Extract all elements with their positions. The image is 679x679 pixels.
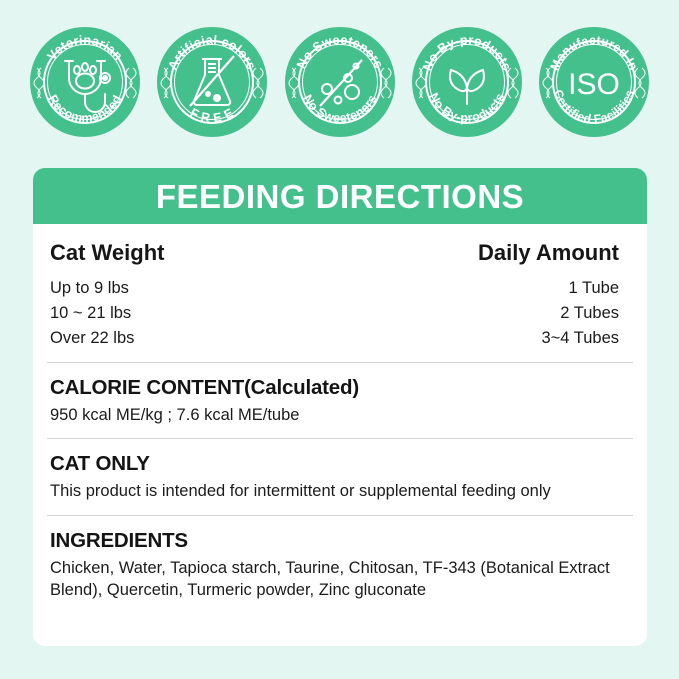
section-text: 950 kcal ME/kg ; 7.6 kcal ME/tube — [50, 406, 300, 424]
badge-no-sweeteners: No Sweeteners No Sweeteners — [284, 26, 396, 138]
card-body: Cat Weight Daily Amount Up to 9 lbs 1 Tu… — [33, 240, 647, 601]
section-title: CALORIE CONTENT(Calculated) — [50, 376, 359, 399]
cell-cat-weight: 10 ~ 21 lbs — [50, 304, 132, 322]
section-title: CAT ONLY — [50, 452, 150, 476]
helix-ornament-right — [507, 67, 519, 99]
flask-no-icon — [189, 55, 236, 107]
iso-text-icon: ISO — [568, 68, 620, 101]
table-row: Up to 9 lbs 1 Tube — [47, 276, 633, 301]
sugar-granules-no-icon — [318, 59, 363, 107]
cell-daily-amount: 3~4 Tubes — [541, 329, 619, 347]
helix-ornament-left — [542, 67, 554, 99]
section-divider — [47, 438, 633, 440]
section-text: Chicken, Water, Tapioca starch, Taurine,… — [50, 558, 610, 599]
section-ingredients: INGREDIENTS Chicken, Water, Tapioca star… — [47, 529, 633, 602]
table-row: Over 22 lbs 3~4 Tubes — [47, 326, 633, 351]
helix-ornament-left — [415, 67, 427, 99]
stethoscope-paw-icon — [64, 60, 111, 113]
column-header-cat-weight: Cat Weight — [50, 240, 165, 265]
badge-veterinarian-recommended: Veterinarian Recommended — [29, 26, 141, 138]
section-calorie-content: CALORIE CONTENT(Calculated) 950 kcal ME/… — [47, 376, 633, 426]
cell-daily-amount: 2 Tubes — [560, 304, 619, 322]
cell-cat-weight: Over 22 lbs — [50, 329, 135, 347]
helix-ornament-right — [125, 67, 137, 99]
section-divider — [47, 362, 633, 363]
card-header: FEEDING DIRECTIONS — [33, 168, 647, 224]
helix-ornament-right — [379, 67, 392, 99]
section-text: This product is intended for intermitten… — [50, 482, 551, 501]
badge-artificial-colors-free: Artificial colors F R E E — [156, 26, 268, 138]
table-row: 10 ~ 21 lbs 2 Tubes — [47, 301, 633, 326]
certification-badge-strip: Veterinarian Recommended — [0, 26, 679, 152]
section-cat-only: CAT ONLY This product is intended for in… — [47, 452, 633, 502]
badge-no-by-products: No By-products No By-products — [411, 26, 523, 138]
page-title: FEEDING DIRECTIONS — [155, 177, 525, 215]
column-header-daily-amount: Daily Amount — [478, 240, 619, 265]
feeding-directions-card: FEEDING DIRECTIONS Cat Weight Daily Amou… — [33, 168, 647, 646]
badge-manufactured-iso-certified: ISO Manufactured In Certified Facilities — [538, 26, 650, 138]
table-header-row: Cat Weight Daily Amount — [47, 240, 633, 276]
helix-ornament-left — [287, 67, 300, 99]
section-title: INGREDIENTS — [50, 528, 188, 552]
feeding-table: Cat Weight Daily Amount Up to 9 lbs 1 Tu… — [47, 240, 633, 351]
cell-daily-amount: 1 Tube — [568, 279, 619, 297]
badge-outer-disc — [30, 27, 140, 137]
section-divider — [47, 514, 633, 516]
svg-text:F R E E: F R E E — [188, 106, 236, 126]
helix-ornament-left — [160, 67, 172, 99]
helix-ornament-left — [33, 67, 45, 99]
helix-ornament-right — [634, 67, 646, 99]
leaf-sprout-icon — [448, 68, 485, 105]
cell-cat-weight: Up to 9 lbs — [50, 279, 129, 297]
helix-ornament-right — [252, 67, 264, 99]
badge-text-bottom: F R E E — [188, 106, 236, 126]
